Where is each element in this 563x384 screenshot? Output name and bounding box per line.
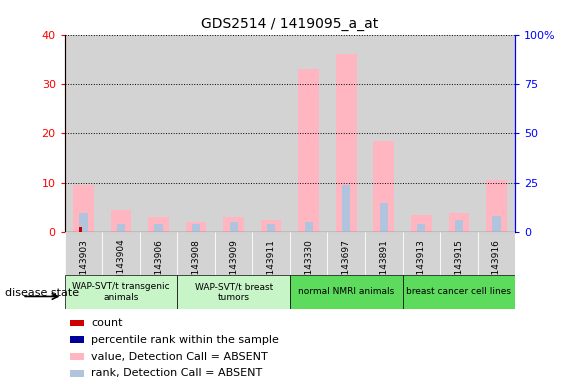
Bar [403, 232, 440, 275]
Text: normal NMRI animals: normal NMRI animals [298, 287, 394, 296]
Bar [403, 275, 515, 309]
Bar [492, 217, 501, 232]
Text: GSM143330: GSM143330 [304, 239, 313, 293]
Bar [477, 35, 515, 232]
Bar [70, 319, 84, 326]
Bar [230, 222, 238, 232]
Text: GSM143909: GSM143909 [229, 239, 238, 293]
Bar [177, 275, 290, 309]
Title: GDS2514 / 1419095_a_at: GDS2514 / 1419095_a_at [202, 17, 378, 31]
Bar [365, 35, 403, 232]
Bar [290, 35, 328, 232]
Text: count: count [91, 318, 123, 328]
Bar [290, 232, 328, 275]
Text: GSM143906: GSM143906 [154, 239, 163, 293]
Text: GSM143916: GSM143916 [492, 239, 501, 293]
Text: GSM143915: GSM143915 [454, 239, 463, 293]
Bar [111, 210, 131, 232]
Bar [365, 232, 403, 275]
Bar [186, 222, 207, 232]
Bar [79, 213, 88, 232]
Bar [328, 35, 365, 232]
Bar [417, 224, 426, 232]
Text: GSM143908: GSM143908 [191, 239, 200, 293]
Bar [117, 224, 125, 232]
Text: GSM143904: GSM143904 [117, 239, 126, 293]
Bar [305, 222, 313, 232]
Bar [65, 35, 102, 232]
Bar [440, 232, 477, 275]
Bar [102, 35, 140, 232]
Bar [192, 224, 200, 232]
Bar [140, 35, 177, 232]
Bar [252, 35, 290, 232]
Bar [411, 215, 432, 232]
Bar [328, 232, 365, 275]
Text: percentile rank within the sample: percentile rank within the sample [91, 335, 279, 345]
Bar [373, 141, 394, 232]
Text: GSM143913: GSM143913 [417, 239, 426, 293]
Bar [140, 232, 177, 275]
Text: WAP-SVT/t transgenic
animals: WAP-SVT/t transgenic animals [72, 282, 170, 301]
Bar [486, 180, 507, 232]
Text: WAP-SVT/t breast
tumors: WAP-SVT/t breast tumors [195, 282, 272, 301]
Bar [261, 220, 282, 232]
Bar [70, 353, 84, 360]
Bar [79, 227, 82, 232]
Bar [252, 232, 290, 275]
Bar [477, 232, 515, 275]
Bar [449, 213, 469, 232]
Bar [455, 220, 463, 232]
Bar [379, 203, 388, 232]
Bar [298, 69, 319, 232]
Text: disease state: disease state [5, 288, 79, 298]
Bar [102, 232, 140, 275]
Bar [290, 275, 403, 309]
Bar [70, 336, 84, 343]
Bar [148, 217, 169, 232]
Bar [342, 185, 350, 232]
Text: rank, Detection Call = ABSENT: rank, Detection Call = ABSENT [91, 368, 262, 379]
Bar [440, 35, 477, 232]
Bar [65, 275, 177, 309]
Bar [70, 370, 84, 377]
Bar [336, 55, 356, 232]
Bar [177, 35, 215, 232]
Bar [177, 232, 215, 275]
Bar [224, 217, 244, 232]
Text: GSM143697: GSM143697 [342, 239, 351, 293]
Bar [403, 35, 440, 232]
Text: GSM143891: GSM143891 [379, 239, 388, 293]
Text: breast cancer cell lines: breast cancer cell lines [406, 287, 511, 296]
Bar [267, 224, 275, 232]
Bar [73, 185, 94, 232]
Bar [215, 35, 252, 232]
Bar [215, 232, 252, 275]
Text: GSM143911: GSM143911 [267, 239, 276, 293]
Text: GSM143903: GSM143903 [79, 239, 88, 293]
Text: value, Detection Call = ABSENT: value, Detection Call = ABSENT [91, 352, 268, 362]
Bar [154, 224, 163, 232]
Bar [65, 232, 102, 275]
